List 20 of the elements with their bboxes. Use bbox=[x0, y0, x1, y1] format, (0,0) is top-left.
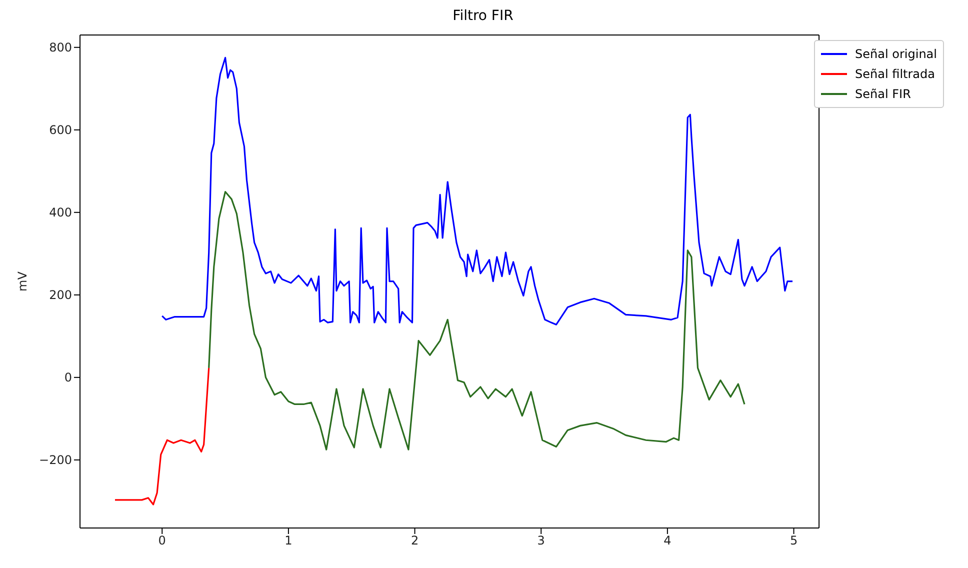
chart-title: Filtro FIR bbox=[452, 8, 514, 26]
x-tick-label: 3 bbox=[537, 534, 545, 548]
legend-label: Señal original bbox=[855, 47, 937, 61]
x-tick-label: 1 bbox=[284, 534, 292, 548]
y-tick-label: −200 bbox=[39, 453, 72, 468]
y-tick-label: 800 bbox=[49, 40, 72, 55]
y-tick-label: 400 bbox=[49, 206, 72, 220]
x-tick-label: 4 bbox=[664, 534, 672, 548]
line-series bbox=[161, 56, 794, 326]
y-tick-label: 0 bbox=[64, 370, 72, 385]
line-series bbox=[114, 367, 210, 506]
legend-label: Señal FIR bbox=[855, 87, 911, 101]
y-axis-title: mV bbox=[15, 270, 30, 292]
x-tick-label: 0 bbox=[158, 534, 166, 548]
x-tick-label: 2 bbox=[410, 534, 419, 548]
x-tick-label: 5 bbox=[790, 534, 798, 548]
y-tick-label: 600 bbox=[49, 123, 72, 138]
legend-label: Señal filtrada bbox=[855, 67, 935, 81]
y-tick-label: 200 bbox=[49, 288, 72, 302]
line-series bbox=[208, 190, 746, 450]
